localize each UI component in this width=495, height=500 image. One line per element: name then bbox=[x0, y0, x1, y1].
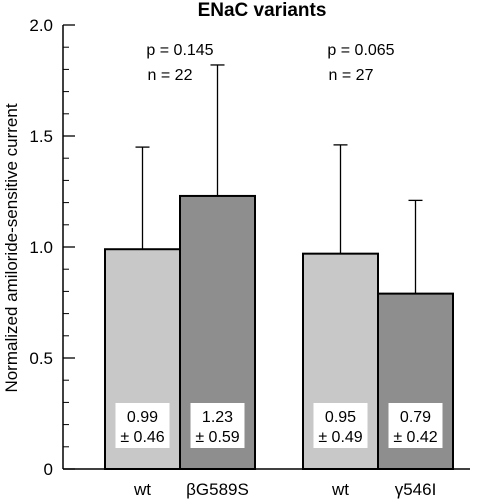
category-label: wt bbox=[331, 480, 349, 499]
n-annotation: n = 27 bbox=[329, 67, 374, 84]
value-label-box bbox=[190, 403, 245, 448]
y-tick-label: 0.5 bbox=[29, 349, 53, 368]
y-tick-label: 1.0 bbox=[29, 238, 53, 257]
p-value-annotation: p = 0.145 bbox=[146, 42, 213, 59]
value-label-sd: ± 0.46 bbox=[120, 429, 164, 446]
annotations-group: p = 0.145 n = 22 p = 0.065 n = 27 bbox=[146, 42, 394, 84]
value-label-box bbox=[313, 403, 368, 448]
n-annotation: n = 22 bbox=[148, 67, 193, 84]
chart-title: ENaC variants bbox=[198, 0, 327, 21]
category-labels-group: wt βG589S wt γ546I bbox=[133, 480, 436, 499]
value-label-box bbox=[115, 403, 170, 448]
error-bars-group bbox=[135, 64, 423, 294]
value-label-sd: ± 0.42 bbox=[393, 429, 437, 446]
category-label: βG589S bbox=[186, 480, 249, 499]
y-tick-label: 0 bbox=[44, 460, 53, 479]
value-label-sd: ± 0.59 bbox=[195, 429, 239, 446]
value-label-mean: 0.79 bbox=[400, 409, 431, 426]
value-label-box bbox=[388, 403, 443, 448]
category-label: γ546I bbox=[395, 480, 437, 499]
category-label: wt bbox=[133, 480, 151, 499]
p-value-annotation: p = 0.065 bbox=[327, 42, 394, 59]
value-label-sd: ± 0.49 bbox=[318, 429, 362, 446]
y-tick-label: 1.5 bbox=[29, 127, 53, 146]
value-label-mean: 0.99 bbox=[127, 409, 158, 426]
value-label-mean: 0.95 bbox=[325, 409, 356, 426]
y-tick-label: 2.0 bbox=[29, 16, 53, 35]
value-labels-group: 0.99 ± 0.46 1.23 ± 0.59 0.95 ± 0.49 0.79 ± 0.42 bbox=[115, 403, 443, 448]
axes: 0 0.5 1.0 1.5 2.0 bbox=[29, 16, 470, 479]
y-axis-label: Normalized amiloride-sensitive current bbox=[2, 103, 21, 392]
value-label-mean: 1.23 bbox=[202, 409, 233, 426]
